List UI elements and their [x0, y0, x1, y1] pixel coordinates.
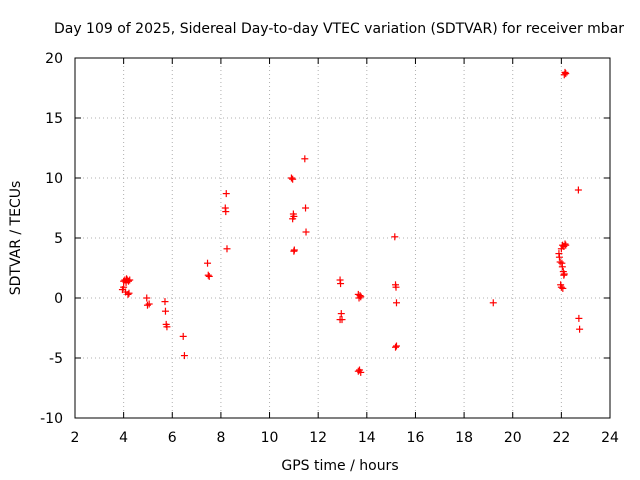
data-point: [337, 310, 345, 318]
data-point: [558, 263, 566, 271]
data-point: [222, 190, 230, 198]
y-tick-label: 15: [45, 111, 63, 127]
data-point: [357, 293, 365, 301]
data-point: [562, 70, 570, 78]
y-tick-label: -10: [40, 411, 63, 427]
data-point: [559, 284, 567, 292]
plot-frame: [74, 57, 611, 419]
x-tick-label: 16: [407, 430, 425, 446]
data-point: [180, 352, 188, 360]
y-tick-label: 0: [54, 291, 63, 307]
data-point: [356, 292, 364, 300]
data-point: [392, 342, 400, 350]
data-point: [290, 212, 298, 220]
data-point: [489, 299, 497, 307]
x-tick-label: 8: [216, 430, 225, 446]
data-point: [392, 343, 400, 351]
data-point: [205, 272, 213, 280]
y-tick-label: -5: [49, 351, 63, 367]
x-axis-label: GPS time / hours: [281, 458, 398, 474]
data-point: [392, 299, 400, 307]
data-point: [354, 367, 362, 375]
x-tick-label: 12: [309, 430, 327, 446]
data-point: [145, 300, 153, 308]
data-point: [179, 332, 187, 340]
x-tick-label: 24: [601, 430, 619, 446]
x-tick-label: 2: [71, 430, 80, 446]
chart-title: Day 109 of 2025, Sidereal Day-to-day VTE…: [54, 21, 624, 37]
data-point: [562, 241, 570, 249]
y-tick-label: 10: [45, 171, 63, 187]
y-axis-label: SDTVAR / TECUs: [8, 181, 24, 296]
data-point: [576, 325, 584, 333]
data-point: [336, 316, 344, 324]
grid: [75, 58, 610, 418]
data-point: [163, 323, 171, 331]
data-point: [561, 240, 569, 248]
data-point: [143, 294, 151, 302]
x-tick-label: 20: [504, 430, 522, 446]
data-point: [302, 228, 310, 236]
data-point: [560, 270, 568, 278]
y-tick-label: 5: [54, 231, 63, 247]
data-point: [337, 280, 345, 288]
data-point: [556, 258, 564, 266]
data-point: [301, 155, 309, 163]
x-tick-label: 22: [552, 430, 570, 446]
data-point: [557, 283, 565, 291]
x-tick-label: 18: [455, 430, 473, 446]
data-point: [161, 298, 169, 306]
data-point: [222, 208, 230, 216]
x-tick-label: 14: [358, 430, 376, 446]
x-tick-label: 6: [168, 430, 177, 446]
data-point: [126, 276, 134, 284]
data-point: [290, 246, 298, 254]
data-point: [120, 283, 128, 291]
x-tick-label: 10: [261, 430, 279, 446]
data-point: [204, 259, 212, 267]
y-tick-label: 20: [45, 51, 63, 67]
data-point: [575, 314, 583, 322]
data-point: [302, 204, 310, 212]
data-point: [125, 289, 133, 297]
data-point: [124, 290, 132, 298]
data-point: [223, 245, 231, 253]
data-point: [391, 233, 399, 241]
data-points: [118, 68, 584, 376]
x-tick-label: 4: [119, 430, 128, 446]
data-point: [287, 174, 295, 182]
data-point: [289, 175, 297, 183]
data-point: [204, 271, 212, 279]
data-point: [574, 186, 582, 194]
data-point: [125, 277, 132, 285]
data-point: [555, 253, 563, 261]
data-point: [161, 307, 169, 315]
data-point: [561, 68, 569, 76]
data-point: [143, 301, 151, 309]
data-point: [392, 283, 400, 291]
